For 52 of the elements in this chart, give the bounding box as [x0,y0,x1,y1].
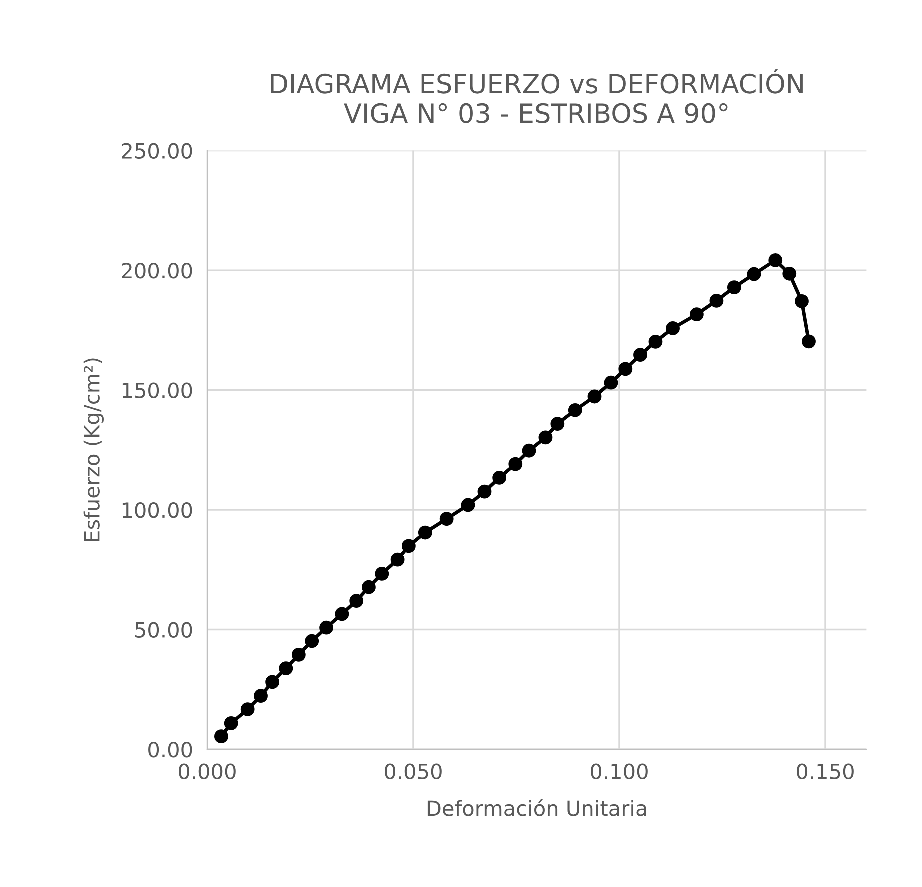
point [390,552,405,567]
point [802,334,816,349]
y-tick-label: 0.00 [148,742,192,758]
point [538,430,553,445]
point [666,322,680,336]
point [618,362,633,376]
x-axis-title: Deformación Unitaria [428,799,646,816]
point [375,567,390,581]
point [335,607,350,622]
point [634,348,648,362]
y-tick-label: 250.00 [122,143,192,159]
point [350,594,364,608]
point [768,254,783,268]
point [795,294,809,308]
y-tick-label: 200.00 [122,262,192,279]
point [508,457,523,472]
point [588,390,602,404]
point [604,376,618,390]
point [320,620,334,635]
y-tick-label: 100.00 [122,502,192,518]
point [279,662,294,676]
point [440,512,454,526]
point [461,498,476,512]
point [224,716,238,730]
point [492,470,507,485]
point [402,539,416,554]
y-axis-title: Esfuerzo (Kg/cm²) [84,358,104,542]
point [266,675,280,690]
x-tick-label: 0.100 [591,764,648,780]
chart-title: DIAGRAMA ESFUERZO vs DEFORMACIÓN VIGA N° 03 - ESTRIBOS A 90° [271,69,803,124]
point [214,730,228,744]
point [254,689,268,704]
point [690,308,704,322]
point [362,580,376,594]
point [305,634,320,648]
point [240,702,255,716]
point [648,334,663,349]
point [478,484,492,499]
y-tick-label: 50.00 [136,622,192,638]
point [522,444,536,458]
point [727,280,742,294]
y-tick-label: 150.00 [122,382,192,398]
x-tick-label: 0.050 [385,764,442,780]
point [418,526,432,540]
point [782,266,797,281]
point [568,403,582,418]
point [550,417,565,431]
point [292,648,306,662]
point [747,267,762,282]
x-tick-label: 0.150 [797,764,854,780]
x-tick-label: 0.000 [179,764,236,780]
point [710,294,724,308]
